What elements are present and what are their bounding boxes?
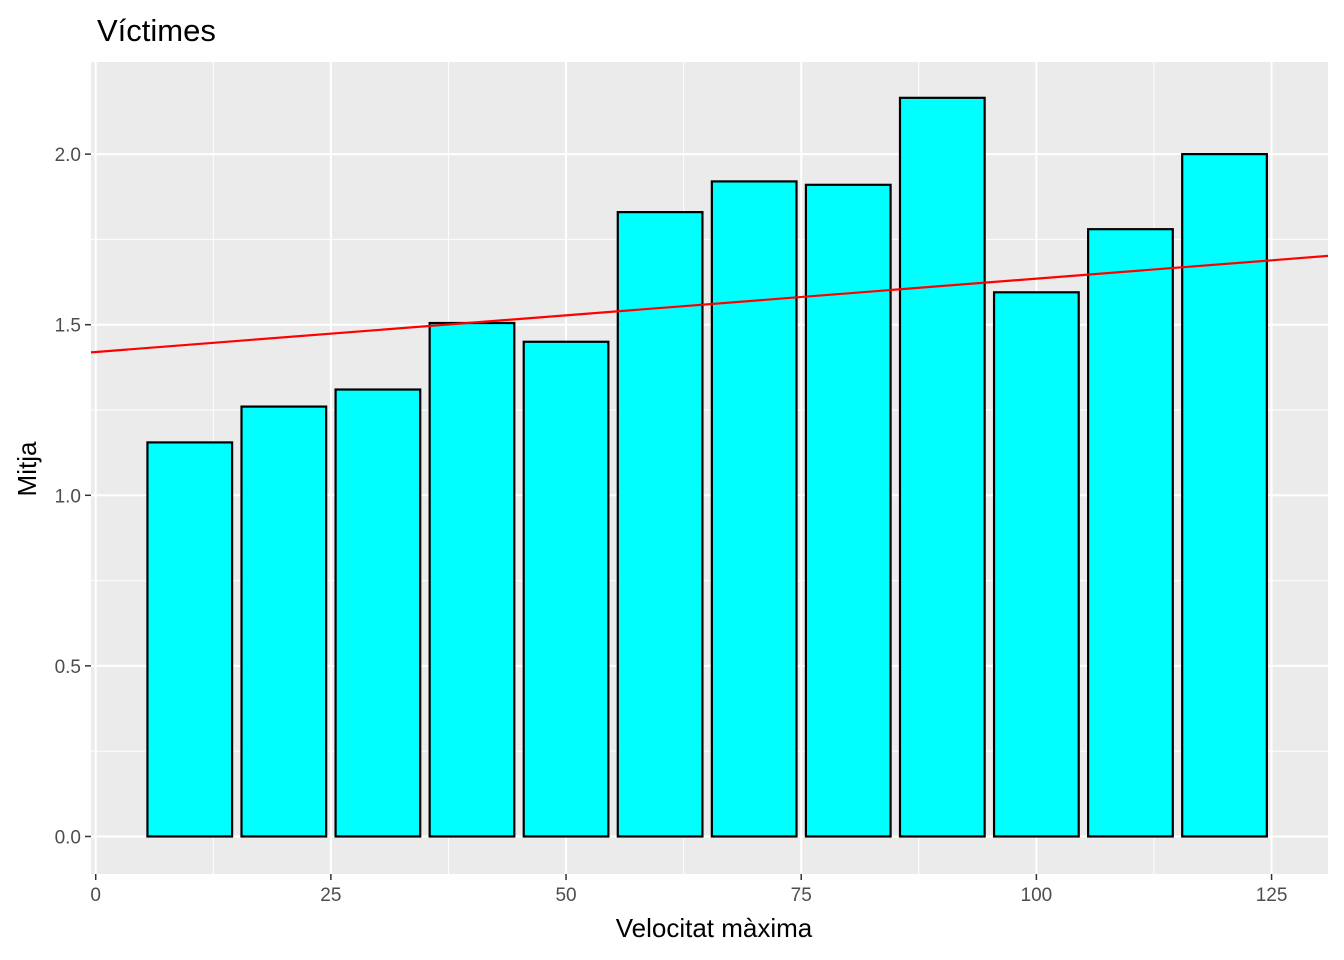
bar — [616, 211, 704, 838]
bar — [334, 388, 422, 838]
bar — [428, 321, 516, 838]
x-tick-label: 75 — [791, 885, 812, 906]
x-tick-label: 50 — [555, 885, 576, 906]
y-tick-label: 1.0 — [55, 486, 81, 507]
y-tick-label: 2.0 — [55, 145, 81, 166]
y-axis-title: Mitja — [12, 441, 42, 496]
x-tick-label: 100 — [1021, 885, 1053, 906]
bar — [1181, 153, 1268, 838]
bar — [992, 291, 1080, 838]
y-tick-label: 0.5 — [55, 657, 81, 678]
bar — [522, 340, 610, 838]
bar — [240, 405, 328, 838]
x-axis-title: Velocitat màxima — [616, 913, 813, 943]
trend-line — [90, 254, 1329, 354]
x-tick-label: 125 — [1256, 885, 1288, 906]
x-tick-label: 0 — [90, 885, 101, 906]
bar — [898, 96, 986, 838]
y-tick-label: 0.0 — [55, 827, 81, 848]
bar — [710, 180, 798, 838]
bar — [804, 183, 892, 838]
chart-title: Víctimes — [97, 13, 216, 48]
x-axis: 0 25 50 75 100 125 — [90, 874, 1287, 906]
y-tick-label: 1.5 — [55, 316, 81, 337]
y-axis: 0.0 0.5 1.0 1.5 2.0 — [55, 145, 91, 848]
bars — [146, 96, 1268, 838]
x-tick-label: 25 — [320, 885, 341, 906]
bar — [1087, 228, 1174, 838]
bar — [146, 441, 234, 838]
